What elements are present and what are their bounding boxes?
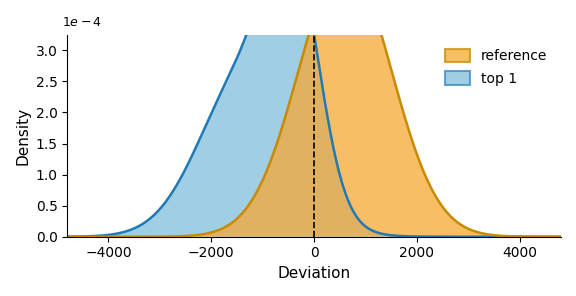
Text: $1e-4$: $1e-4$	[62, 16, 103, 29]
Y-axis label: Density: Density	[15, 107, 30, 165]
X-axis label: Deviation: Deviation	[278, 266, 351, 281]
Legend: reference, top 1: reference, top 1	[438, 42, 554, 93]
